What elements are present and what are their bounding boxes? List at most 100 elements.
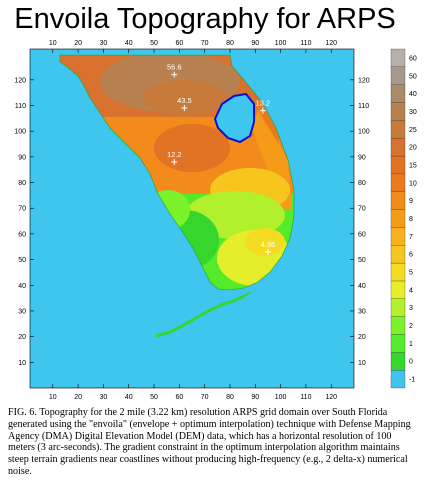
colorbar-swatch — [390, 155, 406, 175]
x-tick-label-top: 120 — [325, 40, 337, 47]
elevation-label: 4.36 — [261, 240, 276, 249]
florida-keys — [155, 294, 245, 338]
colorbar-swatch — [390, 316, 406, 335]
x-tick-label-top: 60 — [175, 40, 183, 47]
colorbar-swatch — [390, 352, 406, 371]
y-tick-label-right: 50 — [358, 257, 366, 264]
y-tick-label-left: 110 — [15, 103, 26, 110]
y-tick-label-left: 60 — [18, 231, 26, 238]
lake-okeechobee — [213, 92, 255, 144]
colorbar-label: 4 — [409, 287, 413, 294]
colorbar-swatch — [390, 298, 406, 317]
colorbar-label: 30 — [409, 109, 417, 116]
colorbar-swatch — [390, 138, 406, 157]
y-tick-label-left: 70 — [18, 206, 26, 213]
colorbar-swatch — [390, 370, 406, 389]
coastline — [59, 54, 295, 291]
x-tick-label-top: 90 — [251, 40, 259, 47]
y-tick-label-left: 10 — [18, 360, 26, 367]
y-tick-label-right: 100 — [358, 129, 370, 136]
colorbar-swatch — [390, 334, 406, 353]
y-tick-label-left: 50 — [18, 257, 26, 264]
y-axis-left: 10 20 30 40 50 60 70 80 90 100 110 120 — [14, 77, 34, 367]
x-tick-label-top: 40 — [125, 40, 133, 47]
x-tick-label-top: 20 — [74, 40, 82, 47]
colorbar-swatch — [390, 48, 406, 67]
colorbar-swatch — [390, 227, 406, 246]
colorbar-label: 25 — [409, 127, 417, 134]
y-tick-label-left: 30 — [18, 308, 26, 315]
x-tick-label-top: 80 — [226, 40, 234, 47]
colorbar-swatch — [390, 173, 406, 192]
colorbar-swatch — [390, 102, 406, 121]
y-axis-right: 10 20 30 40 50 60 70 80 90 100 110 120 — [350, 77, 370, 367]
colorbar-label: 60 — [409, 55, 417, 62]
colorbar-label: 8 — [409, 216, 413, 223]
y-tick-label-right: 60 — [358, 231, 366, 238]
colorbar-label: 0 — [409, 359, 413, 366]
x-tick-label-bottom: 100 — [275, 394, 287, 401]
colorbar-label: 6 — [409, 252, 413, 259]
colorbar-swatch — [390, 280, 406, 299]
x-tick-label-top: 70 — [201, 40, 209, 47]
colorbar-label: 2 — [409, 323, 413, 330]
colorbar-swatch — [390, 66, 406, 85]
colorbar-swatch — [390, 191, 406, 210]
x-tick-label-top: 110 — [300, 40, 311, 47]
x-tick-label-bottom: 50 — [150, 394, 158, 401]
y-tick-label-right: 80 — [358, 180, 366, 187]
colorbar-label: 50 — [409, 73, 417, 80]
colorbar-swatch — [390, 209, 406, 228]
y-tick-label-right: 120 — [358, 77, 370, 84]
y-tick-label-right: 70 — [358, 206, 366, 213]
elevation-label: 12.2 — [167, 150, 182, 159]
y-tick-label-right: 10 — [358, 360, 366, 367]
x-tick-label-top: 100 — [275, 40, 287, 47]
y-tick-label-left: 80 — [18, 180, 26, 187]
x-tick-label-bottom: 120 — [325, 394, 337, 401]
colorbar-label: 7 — [409, 234, 413, 241]
x-tick-label-bottom: 70 — [201, 394, 209, 401]
colorbar-label: 20 — [409, 145, 417, 152]
x-axis-top: 10 20 30 40 50 60 70 80 90 100 110 120 — [49, 40, 337, 53]
colorbar-label: 15 — [409, 162, 417, 169]
y-tick-label-left: 20 — [18, 334, 26, 341]
figure-title: Envoila Topography for ARPS — [14, 3, 396, 35]
colorbar-swatch — [390, 84, 406, 103]
x-tick-label-bottom: 80 — [226, 394, 234, 401]
y-tick-label-right: 30 — [358, 308, 366, 315]
colorbar-label: -1 — [409, 377, 415, 384]
colorbar-label: 5 — [409, 270, 413, 277]
x-tick-label-bottom: 20 — [74, 394, 82, 401]
colorbar-label: 3 — [409, 305, 413, 312]
y-tick-label-left: 90 — [18, 154, 26, 161]
colorbar-label: 10 — [409, 180, 417, 187]
y-tick-label-left: 40 — [18, 283, 26, 290]
x-tick-label-top: 30 — [100, 40, 108, 47]
y-tick-label-right: 90 — [358, 154, 366, 161]
topography-figure: 56.643.5 13.212.24.36 10 20 30 40 50 60 70 80 90 1… — [14, 40, 417, 401]
x-tick-label-bottom: 110 — [300, 394, 311, 401]
figure-caption: FIG. 6. Topography for the 2 mile (3.22 … — [8, 407, 411, 477]
colorbar-swatch — [390, 245, 406, 264]
x-tick-label-bottom: 10 — [49, 394, 57, 401]
x-tick-label-top: 10 — [49, 40, 57, 47]
colorbar-label: 1 — [409, 341, 413, 348]
colorbar-label: 9 — [409, 198, 413, 205]
y-tick-label-left: 120 — [14, 77, 26, 84]
elevation-label: 13.2 — [256, 99, 271, 108]
elevation-label: 56.6 — [167, 63, 182, 72]
colorbar-swatch — [390, 262, 406, 282]
x-tick-label-bottom: 40 — [125, 394, 133, 401]
y-tick-label-right: 40 — [358, 283, 366, 290]
colorbar-label: 40 — [409, 91, 417, 98]
colorbar-swatch — [390, 120, 406, 139]
y-tick-label-right: 20 — [358, 334, 366, 341]
elevation-label: 43.5 — [177, 96, 192, 105]
x-tick-label-bottom: 30 — [100, 394, 108, 401]
x-tick-label-bottom: 60 — [175, 394, 183, 401]
x-tick-label-bottom: 90 — [251, 394, 259, 401]
x-tick-label-top: 50 — [150, 40, 158, 47]
y-tick-label-left: 100 — [14, 129, 26, 136]
elevation-markers: 56.6 43.5 13.2 12.2 4.36 — [167, 63, 275, 255]
